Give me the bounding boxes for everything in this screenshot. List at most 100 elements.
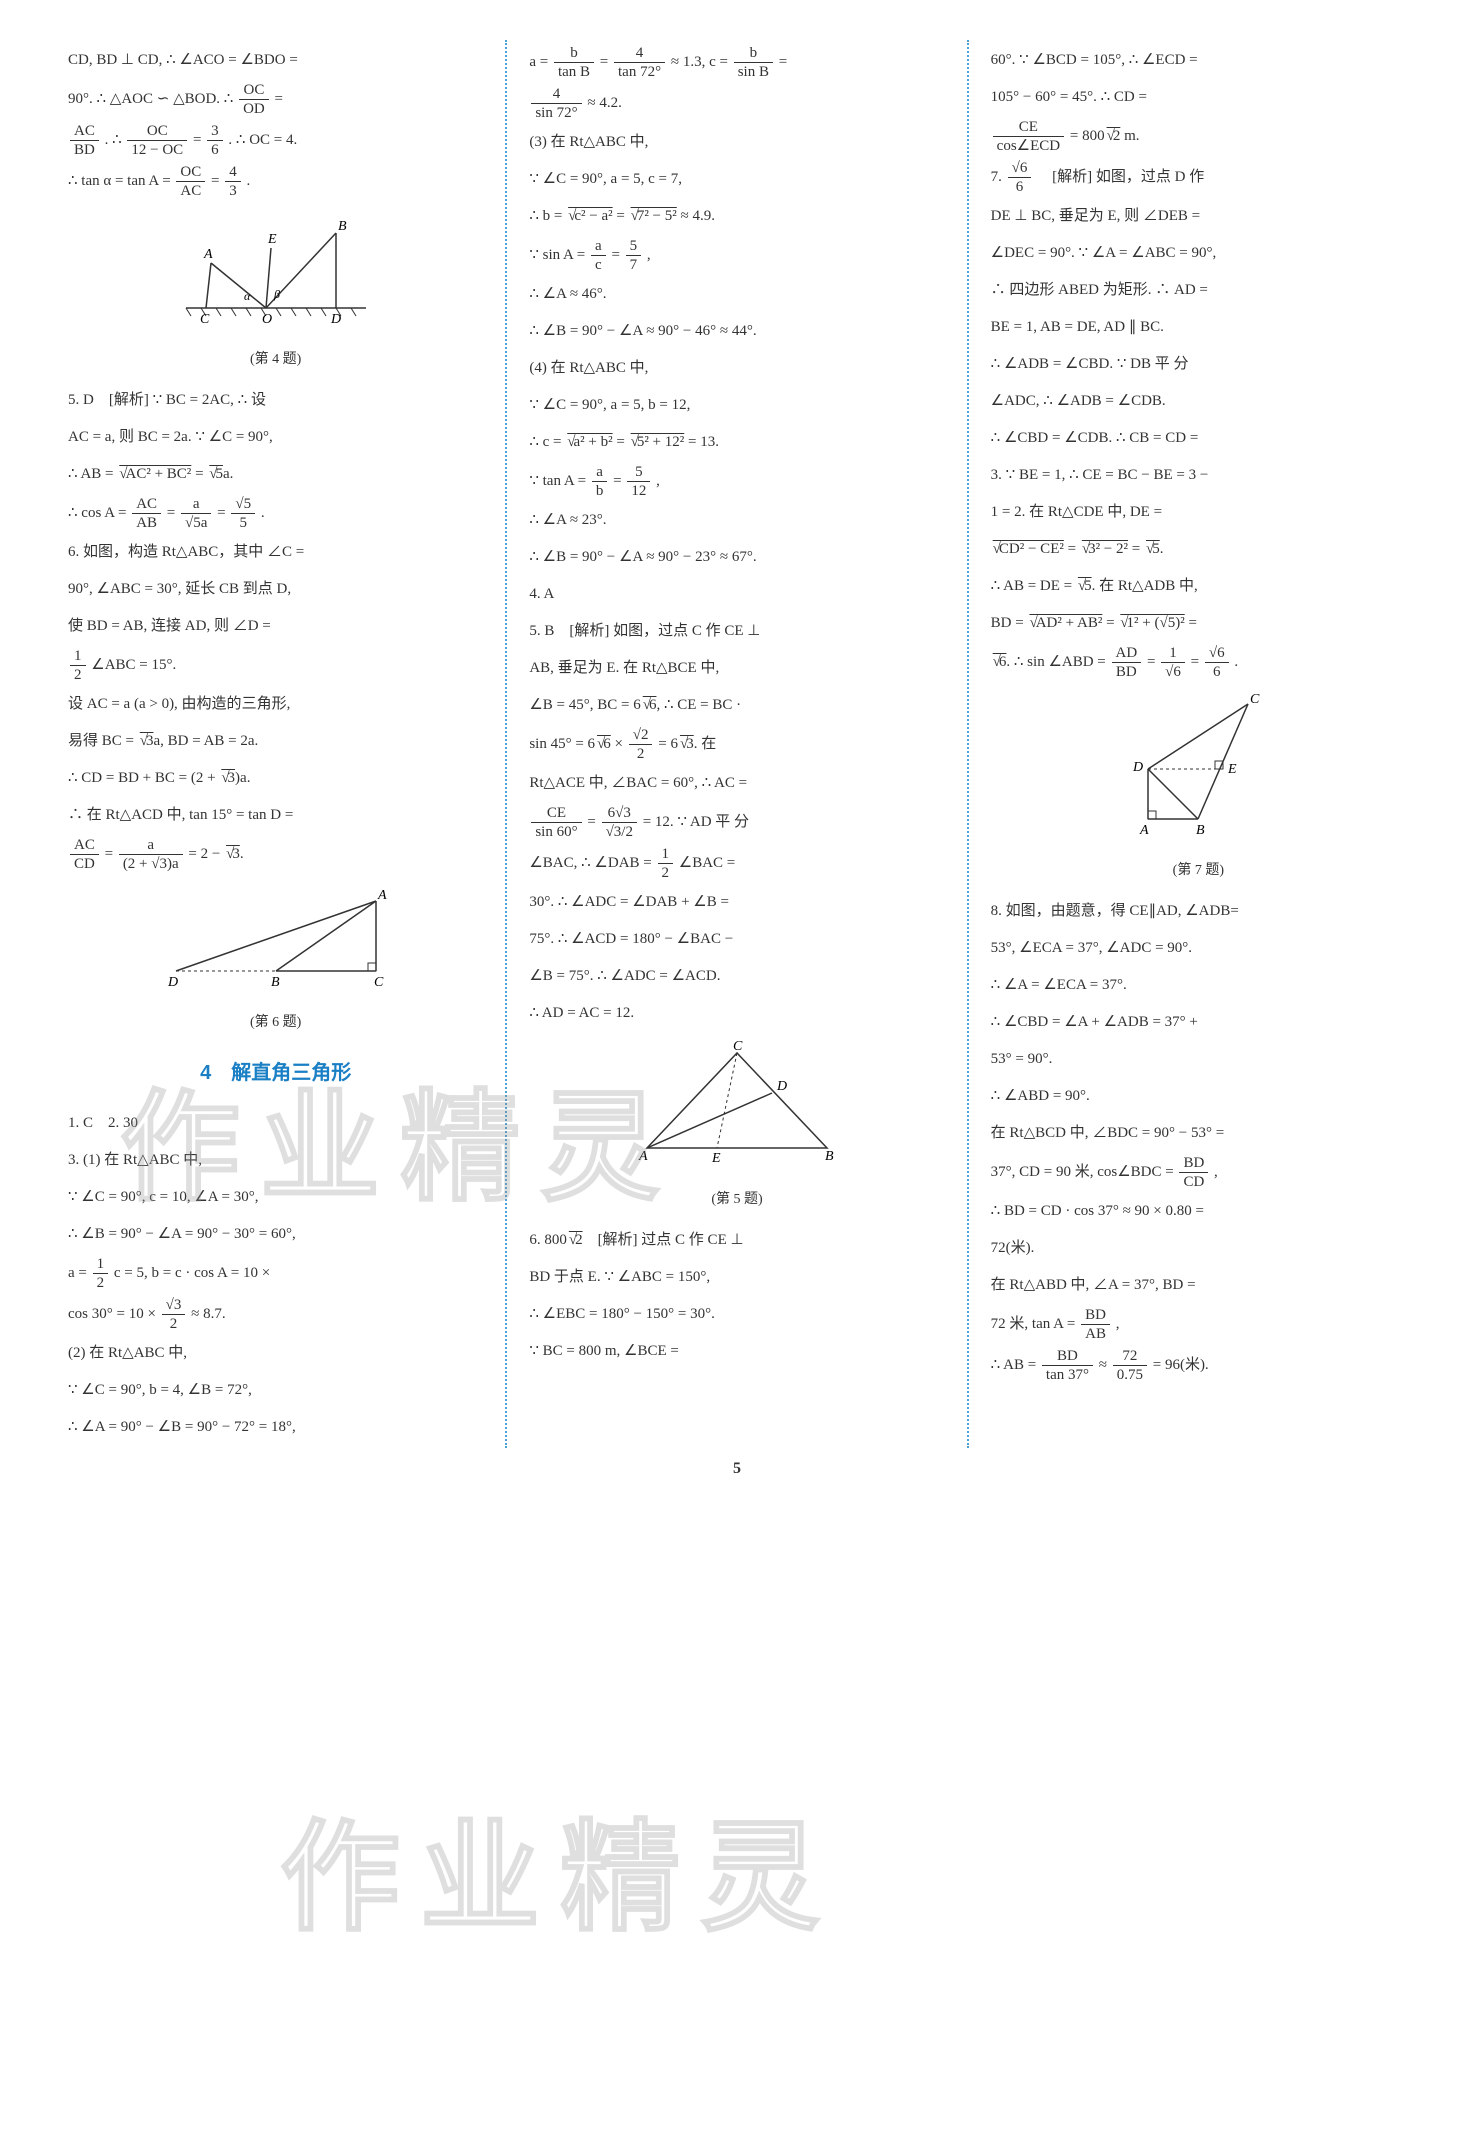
text-line: 在 Rt△ABD 中, ∠A = 37°, BD = (991, 1269, 1406, 1302)
text-line: ∴ AD = AC = 12. (529, 997, 944, 1030)
svg-text:C: C (1250, 692, 1260, 707)
text-line: ∴ ∠A = 90° − ∠B = 90° − 72° = 18°, (68, 1411, 483, 1444)
text-line: ∠B = 75°. ∴ ∠ADC = ∠ACD. (529, 960, 944, 993)
svg-text:E: E (711, 1151, 721, 1166)
text-line: ∵ sin A = ac = 57 , (529, 237, 944, 274)
text-line: 3. ∵ BE = 1, ∴ CE = BC − BE = 3 − (991, 459, 1406, 492)
text-line: ∴ ∠A = ∠ECA = 37°. (991, 969, 1406, 1002)
svg-text:E: E (267, 232, 277, 247)
svg-text:C: C (374, 975, 384, 990)
text-line: ∠B = 45°, BC = 66, ∴ CE = BC · (529, 689, 944, 722)
text-line: ∴ ∠EBC = 180° − 150° = 30°. (529, 1298, 944, 1331)
text-line: ∴ ∠B = 90° − ∠A = 90° − 30° = 60°, (68, 1218, 483, 1251)
text-line: AB, 垂足为 E. 在 Rt△BCE 中, (529, 652, 944, 685)
text-line: (3) 在 Rt△ABC 中, (529, 126, 944, 159)
text-line: 90°, ∠ABC = 30°, 延长 CB 到点 D, (68, 573, 483, 606)
figure-4: A B C D E O α β (第 4 题) (68, 208, 483, 376)
text-line: ACCD = a(2 + √3)a = 2 − 3. (68, 836, 483, 873)
svg-text:D: D (1132, 760, 1143, 775)
text-line: BD 于点 E. ∵ ∠ABC = 150°, (529, 1261, 944, 1294)
text-line: ∴ AB = BDtan 37° ≈ 720.75 = 96(米). (991, 1347, 1406, 1384)
text-line: ∴ AB = AC² + BC² = 5a. (68, 458, 483, 491)
text-line: ∠DEC = 90°. ∵ ∠A = ∠ABC = 90°, (991, 237, 1406, 270)
text-line: ∴ b = c² − a² = 7² − 5² ≈ 4.9. (529, 200, 944, 233)
text-line: 7. √66 [解析] 如图，过点 D 作 (991, 159, 1406, 196)
text-line: ∴ ∠ABD = 90°. (991, 1080, 1406, 1113)
column-divider (967, 40, 969, 1448)
text-line: ∴ ∠ADB = ∠CBD. ∵ DB 平 分 (991, 348, 1406, 381)
text-line: ∴ ∠A ≈ 46°. (529, 278, 944, 311)
text-line: 8. 如图，由题意，得 CE∥AD, ∠ADB= (991, 895, 1406, 928)
figure-5-caption: (第 5 题) (529, 1185, 944, 1216)
watermark: 作业精灵 (280, 1780, 840, 1954)
figure-5: A B C D E (第 5 题) (529, 1038, 944, 1216)
column-divider (505, 40, 507, 1448)
svg-text:A: A (377, 888, 387, 903)
text-line: 6. 8002 [解析] 过点 C 作 CE ⊥ (529, 1224, 944, 1257)
figure-7: A B C D E (第 7 题) (991, 689, 1406, 887)
text-line: ∵ BC = 800 m, ∠BCE = (529, 1335, 944, 1368)
text-line: 90°. ∴ △AOC ∽ △BOD. ∴ OCOD = (68, 81, 483, 118)
text-line: 37°, CD = 90 米, cos∠BDC = BDCD , (991, 1154, 1406, 1191)
text-line: 72(米). (991, 1232, 1406, 1265)
column-2: a = btan B = 4tan 72° ≈ 1.3, c = bsin B … (511, 40, 962, 1448)
svg-text:B: B (825, 1149, 834, 1164)
svg-text:D: D (330, 312, 341, 327)
text-line: 易得 BC = 3a, BD = AB = 2a. (68, 725, 483, 758)
svg-text:β: β (273, 287, 280, 301)
figure-6-caption: (第 6 题) (68, 1008, 483, 1039)
svg-text:B: B (1196, 823, 1205, 838)
svg-text:C: C (733, 1039, 743, 1054)
text-line: ∴ ∠CBD = ∠CDB. ∴ CB = CD = (991, 422, 1406, 455)
text-line: ∴ tan α = tan A = OCAC = 43 . (68, 163, 483, 200)
svg-text:A: A (1139, 823, 1149, 838)
text-line: 4sin 72° ≈ 4.2. (529, 85, 944, 122)
text-line: ∴ ∠B = 90° − ∠A ≈ 90° − 23° ≈ 67°. (529, 541, 944, 574)
text-line: ∴ 在 Rt△ACD 中, tan 15° = tan D = (68, 799, 483, 832)
svg-text:B: B (271, 975, 280, 990)
text-line: ∴ CD = BD + BC = (2 + 3)a. (68, 762, 483, 795)
text-line: 5. B [解析] 如图，过点 C 作 CE ⊥ (529, 615, 944, 648)
column-3: 60°. ∵ ∠BCD = 105°, ∴ ∠ECD = 105° − 60° … (973, 40, 1424, 1448)
text-line: ∴ c = a² + b² = 5² + 12² = 13. (529, 426, 944, 459)
text-line: CD, BD ⊥ CD, ∴ ∠ACO = ∠BDO = (68, 44, 483, 77)
text-line: ∵ ∠C = 90°, c = 10, ∠A = 30°, (68, 1181, 483, 1214)
text-line: 30°. ∴ ∠ADC = ∠DAB + ∠B = (529, 886, 944, 919)
figure-7-svg: A B C D E (1108, 689, 1288, 839)
text-line: sin 45° = 66 × √22 = 63. 在 (529, 726, 944, 763)
figure-4-svg: A B C D E O α β (176, 208, 376, 328)
text-line: ∴ 四边形 ABED 为矩形. ∴ AD = (991, 274, 1406, 307)
text-line: ∴ BD = CD · cos 37° ≈ 90 × 0.80 = (991, 1195, 1406, 1228)
figure-6-svg: A B C D (156, 881, 396, 991)
text-line: ∵ tan A = ab = 512 , (529, 463, 944, 500)
text-line: AC = a, 则 BC = 2a. ∵ ∠C = 90°, (68, 421, 483, 454)
text-line: 6. 如图，构造 Rt△ABC，其中 ∠C = (68, 536, 483, 569)
text-line: 60°. ∵ ∠BCD = 105°, ∴ ∠ECD = (991, 44, 1406, 77)
text-line: DE ⊥ BC, 垂足为 E, 则 ∠DEB = (991, 200, 1406, 233)
text-line: ∠ADC, ∴ ∠ADB = ∠CDB. (991, 385, 1406, 418)
text-line: 105° − 60° = 45°. ∴ CD = (991, 81, 1406, 114)
figure-7-caption: (第 7 题) (991, 856, 1406, 887)
text-line: ∴ ∠A ≈ 23°. (529, 504, 944, 537)
text-line: Rt△ACE 中, ∠BAC = 60°, ∴ AC = (529, 767, 944, 800)
page-number: 5 (733, 1460, 741, 1478)
svg-text:B: B (338, 219, 347, 234)
text-line: 72 米, tan A = BDAB , (991, 1306, 1406, 1343)
text-line: ∠BAC, ∴ ∠DAB = 12 ∠BAC = (529, 845, 944, 882)
svg-text:A: A (638, 1149, 648, 1164)
text-line: ∴ ∠B = 90° − ∠A ≈ 90° − 46° ≈ 44°. (529, 315, 944, 348)
text-line: 75°. ∴ ∠ACD = 180° − ∠BAC − (529, 923, 944, 956)
text-line: 53°, ∠ECA = 37°, ∠ADC = 90°. (991, 932, 1406, 965)
text-line: 设 AC = a (a > 0), 由构造的三角形, (68, 688, 483, 721)
figure-4-caption: (第 4 题) (68, 345, 483, 376)
text-line: 4. A (529, 578, 944, 611)
text-line: BE = 1, AB = DE, AD ∥ BC. (991, 311, 1406, 344)
text-line: 1. C 2. 30 (68, 1107, 483, 1140)
text-line: 6. ∴ sin ∠ABD = ADBD = 1√6 = √66 . (991, 644, 1406, 681)
text-line: 1 = 2. 在 Rt△CDE 中, DE = (991, 496, 1406, 529)
text-line: CD² − CE² = 3² − 2² = 5. (991, 533, 1406, 566)
column-1: CD, BD ⊥ CD, ∴ ∠ACO = ∠BDO = 90°. ∴ △AOC… (50, 40, 501, 1448)
svg-text:D: D (167, 975, 178, 990)
text-line: ∴ AB = DE = 5. 在 Rt△ADB 中, (991, 570, 1406, 603)
section-title: 4 解直角三角形 (68, 1051, 483, 1095)
